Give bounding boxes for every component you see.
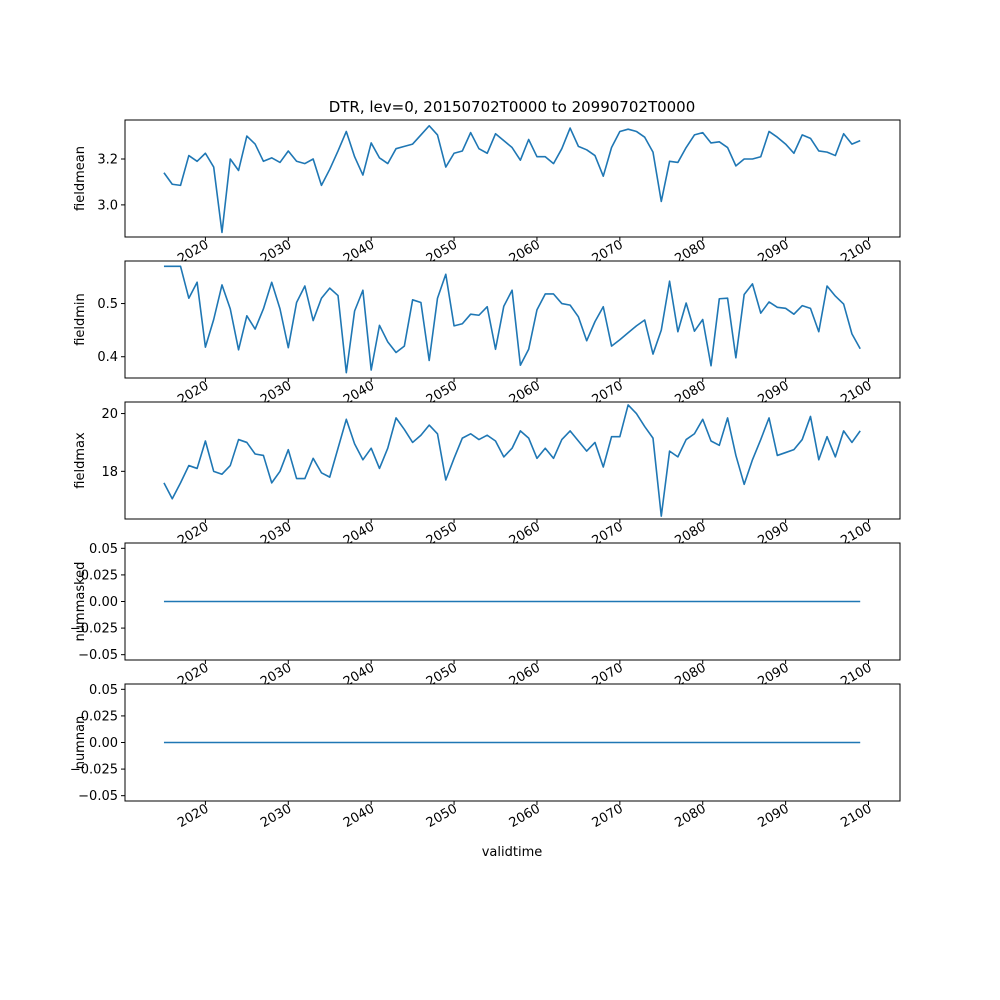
y-tick-label: 3.2 xyxy=(97,153,118,168)
y-tick-label: 20 xyxy=(101,407,118,422)
y-tick-label: 0.025 xyxy=(81,709,118,724)
x-tick-label: 2030 xyxy=(258,801,294,831)
x-tick-label: 2060 xyxy=(507,801,543,831)
axes-frame xyxy=(124,119,901,238)
y-tick-label: 0.05 xyxy=(89,683,118,698)
y-tick-label: 3.0 xyxy=(97,198,118,213)
x-tick-label: 2020 xyxy=(175,801,211,831)
y-axis-label: nummasked xyxy=(73,562,88,642)
x-tick-label: 2050 xyxy=(424,801,460,831)
axes-frame xyxy=(124,401,901,520)
y-tick-label: 0.5 xyxy=(97,297,118,312)
x-axis-label: validtime xyxy=(482,845,543,860)
chart-title: DTR, lev=0, 20150702T0000 to 20990702T00… xyxy=(329,98,696,116)
y-axis-label: fieldmean xyxy=(73,146,88,211)
axes-frame xyxy=(124,260,901,379)
x-tick-label: 2040 xyxy=(341,801,377,831)
x-tick-label: 2070 xyxy=(590,801,626,831)
x-tick-label: 2090 xyxy=(755,801,791,831)
x-tick-label: 2100 xyxy=(838,801,874,831)
y-tick-label: 0.00 xyxy=(89,595,118,610)
series-line-fieldmax xyxy=(163,404,861,517)
series-line-fieldmin xyxy=(163,265,861,374)
y-tick-label: 0.4 xyxy=(97,350,118,365)
y-tick-label: −0.025 xyxy=(70,622,118,637)
y-tick-label: −0.025 xyxy=(70,763,118,778)
y-tick-label: 18 xyxy=(101,465,118,480)
y-axis-label: fieldmin xyxy=(73,293,88,346)
y-tick-label: 0.025 xyxy=(81,568,118,583)
y-tick-label: 0.05 xyxy=(89,542,118,557)
y-axis-label: fieldmax xyxy=(73,432,88,489)
x-tick-label: 2080 xyxy=(673,801,709,831)
y-tick-label: 0.00 xyxy=(89,736,118,751)
y-axis-label: numnan xyxy=(73,716,88,770)
y-tick-label: −0.05 xyxy=(78,789,118,804)
series-line-fieldmean xyxy=(163,124,861,234)
y-tick-label: −0.05 xyxy=(78,648,118,663)
panel-numnan: −0.05 −0.025 0.00 0.025 0.05 2020 2030 2040 2050… xyxy=(70,683,901,831)
